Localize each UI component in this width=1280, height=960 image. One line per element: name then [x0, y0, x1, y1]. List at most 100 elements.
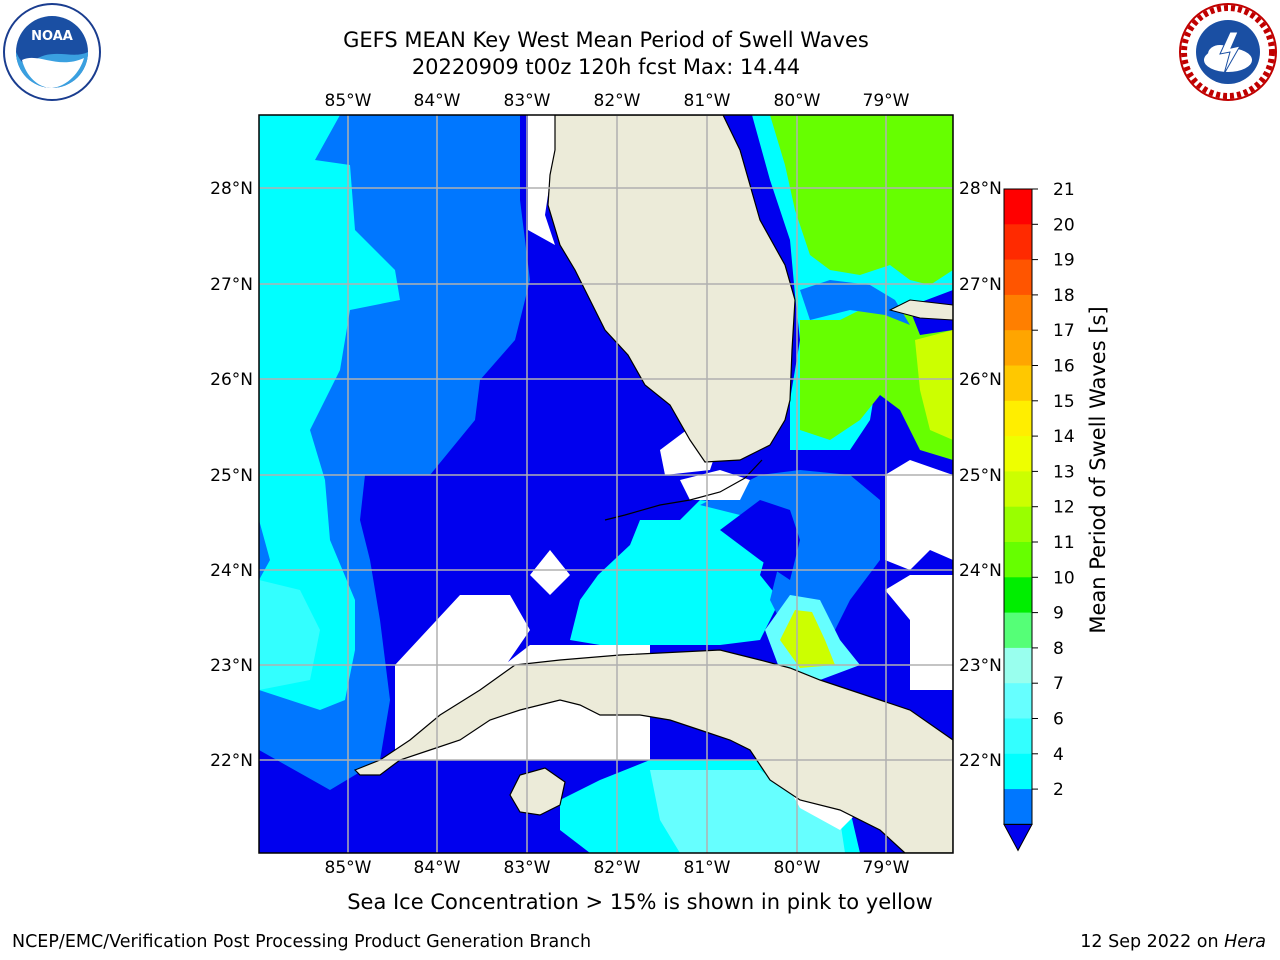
lon-label: 85°W [325, 91, 372, 111]
lat-label: 28°N [959, 179, 1002, 199]
colorbar-swatch [1004, 647, 1032, 684]
atlantic-blue-region [800, 280, 910, 325]
lon-label: 82°W [594, 858, 641, 878]
colorbar-swatch [1004, 683, 1032, 719]
colorbar-tick-label: 9 [1053, 604, 1064, 624]
noaa-logo-icon: NOAA [3, 3, 101, 101]
lat-label: 22°N [959, 751, 1002, 771]
lat-label: 25°N [210, 466, 253, 486]
lon-labels-top: 85°W 84°W 83°W 82°W 81°W 80°W 79°W [325, 91, 910, 111]
colorbar-tick-label: 15 [1053, 392, 1075, 412]
lon-label: 80°W [774, 91, 821, 111]
colorbar-swatch [1004, 718, 1032, 755]
cuba-land [353, 649, 953, 853]
no-data-region [528, 115, 560, 245]
colorbar-swatch [1004, 224, 1032, 261]
colorbar-swatch [1004, 471, 1032, 508]
no-data-region [885, 460, 953, 570]
lat-label: 22°N [210, 751, 253, 771]
colorbar-tick-label: 12 [1053, 498, 1075, 518]
lat-label: 27°N [959, 275, 1002, 295]
colorbar-extend-triangle [1003, 823, 1033, 852]
lon-label: 84°W [414, 91, 461, 111]
lat-label: 25°N [959, 466, 1002, 486]
lat-label: 23°N [959, 656, 1002, 676]
national-weather-service-logo-icon [1179, 3, 1277, 101]
colorbar: 21 20 19 18 17 16 15 14 13 12 11 10 9 8 7 6 4 2 [1003, 180, 1075, 852]
atlantic-lime-region [915, 330, 953, 440]
colorbar-tick-label: 8 [1053, 639, 1064, 659]
noaa-logo-text: NOAA [31, 29, 73, 44]
lon-label: 81°W [684, 91, 731, 111]
colorbar-tick-label: 10 [1053, 568, 1075, 588]
colorbar-tick-label: 11 [1053, 533, 1075, 553]
lon-label: 79°W [863, 91, 910, 111]
colorbar-tick-label: 17 [1053, 321, 1075, 341]
lon-label: 80°W [774, 858, 821, 878]
map-frame [258, 114, 954, 854]
lat-label: 26°N [959, 370, 1002, 390]
florida-keys-land [604, 459, 763, 521]
lat-label: 24°N [210, 561, 253, 581]
colorbar-tick-label: 20 [1053, 215, 1075, 235]
lon-label: 81°W [684, 858, 731, 878]
lat-labels-right: 28°N 27°N 26°N 25°N 24°N 23°N 22°N [959, 179, 1002, 771]
lat-label: 27°N [210, 275, 253, 295]
atlantic-green-region [770, 115, 953, 285]
colorbar-tick-label: 18 [1053, 286, 1075, 306]
footer-credit: NCEP/EMC/Verification Post Processing Pr… [12, 932, 592, 952]
isla-juventud-land [509, 767, 566, 816]
colorbar-swatch [1004, 400, 1032, 437]
colorbar-swatch [1004, 330, 1032, 366]
footer-machine: Hera [1224, 932, 1266, 952]
lat-labels-left: 28°N 27°N 26°N 25°N 24°N 23°N 22°N [210, 179, 253, 771]
bahamas-land [888, 299, 953, 321]
florida-land [547, 115, 796, 463]
cyan-west-region [259, 115, 400, 710]
swell-peak-region [780, 610, 835, 668]
lon-label: 84°W [414, 858, 461, 878]
map-grid [259, 115, 953, 853]
colorbar-label: Mean Period of Swell Waves [s] [1086, 306, 1110, 633]
lon-label: 79°W [863, 858, 910, 878]
colorbar-tick-label: 7 [1053, 674, 1064, 694]
lon-label: 85°W [325, 858, 372, 878]
lon-label: 83°W [504, 858, 551, 878]
colorbar-swatch [1004, 259, 1032, 296]
no-data-region [680, 470, 750, 500]
colorbar-swatch [1004, 506, 1032, 543]
cyan-keys-region [720, 500, 800, 580]
colorbar-tick-label: 13 [1053, 462, 1075, 482]
footer-date: 12 Sep 2022 on Hera [1080, 932, 1266, 952]
chart-subtitle: 20220909 t00z 120h fcst Max: 14.44 [411, 55, 801, 79]
colorbar-swatch [1004, 365, 1032, 402]
chart-title: GEFS MEAN Key West Mean Period of Swell … [343, 28, 869, 52]
footer-date-text: 12 Sep 2022 on [1080, 932, 1225, 952]
colorbar-tick-label: 16 [1053, 357, 1075, 377]
lon-labels-bottom: 85°W 84°W 83°W 82°W 81°W 80°W 79°W [325, 858, 910, 878]
colorbar-tick-label: 21 [1053, 180, 1075, 200]
colorbar-tick-label: 6 [1053, 710, 1064, 730]
cyan-keys-region [570, 500, 780, 645]
colorbar-tick-label: 14 [1053, 427, 1075, 447]
lat-label: 24°N [959, 561, 1002, 581]
lat-label: 26°N [210, 370, 253, 390]
colorbar-swatch [1004, 612, 1032, 649]
colorbar-tick-label: 4 [1053, 745, 1064, 765]
lat-label: 28°N [210, 179, 253, 199]
atlantic-green-region [800, 300, 953, 460]
lon-label: 83°W [504, 91, 551, 111]
cyan-west-region [259, 580, 320, 690]
colorbar-swatch [1004, 789, 1032, 825]
no-data-region [885, 575, 953, 690]
colorbar-tick-label: 2 [1053, 780, 1064, 800]
colorbar-swatch [1004, 189, 1032, 225]
lon-label: 82°W [594, 91, 641, 111]
colorbar-swatch [1004, 436, 1032, 472]
sea-ice-note: Sea Ice Concentration > 15% is shown in … [347, 890, 933, 914]
colorbar-swatch [1004, 294, 1032, 331]
colorbar-swatch [1004, 542, 1032, 578]
colorbar-swatch [1004, 577, 1032, 614]
lat-label: 23°N [210, 656, 253, 676]
